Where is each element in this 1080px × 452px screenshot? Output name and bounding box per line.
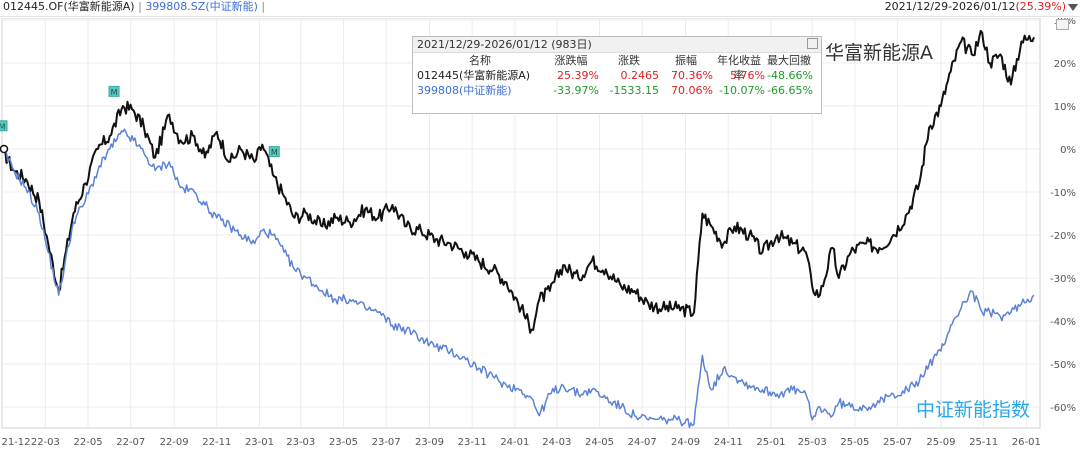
fund-code-label[interactable]: 012445.OF(华富新能源A) <box>3 0 135 13</box>
header-amplitude: 振幅 <box>675 54 697 67</box>
stats-table-title: 2021/12/29-2026/01/12 (983日) <box>413 37 821 53</box>
row-amplitude: 70.36% <box>671 69 713 82</box>
manager-marker <box>268 146 280 158</box>
stats-table: 2021/12/29-2026/01/12 (983日) 名称 涨跌幅 涨跌 振… <box>412 36 822 114</box>
x-tick-label: 22-03 <box>31 437 60 448</box>
index-name-overlay: 中证新能指数 <box>916 399 1031 421</box>
table-row[interactable]: 012445(华富新能源A) 25.39% 0.2465 70.36% 5.76… <box>413 68 821 83</box>
x-tick-label: 24-07 <box>628 437 657 448</box>
manager-marker <box>108 85 120 97</box>
x-tick-label: 25-03 <box>798 437 827 448</box>
row-change-pct: 25.39% <box>557 69 599 82</box>
y-tick-label: -30% <box>1050 274 1076 285</box>
y-tick-label: 0% <box>1060 145 1076 156</box>
window-frame-icon[interactable] <box>1056 19 1069 30</box>
stats-period-label: 2021/12/29-2026/01/12 (983日) <box>417 38 592 51</box>
x-tick-label: 23-11 <box>458 437 487 448</box>
header-change-pct: 涨跌幅 <box>554 54 588 67</box>
row-max-drawdown: -66.65% <box>767 84 813 97</box>
row-name: 012445(华富新能源A) <box>417 69 531 82</box>
x-tick-label: 22-09 <box>160 437 189 448</box>
minimize-icon[interactable] <box>807 38 818 49</box>
manager-marker-label: M <box>271 148 278 157</box>
x-tick-label: 24-05 <box>585 437 614 448</box>
x-tick-label: 25-05 <box>840 437 869 448</box>
row-annualized: -10.07% <box>719 84 765 97</box>
x-tick-label: 25-07 <box>883 437 912 448</box>
x-tick-label: 22-07 <box>116 437 145 448</box>
x-tick-label: 22-05 <box>74 437 103 448</box>
y-tick-label: -10% <box>1050 188 1076 199</box>
header-annualized: 年化收益率 <box>717 54 761 82</box>
x-tick-label: 23-01 <box>245 437 274 448</box>
row-name: 399808(中证新能) <box>417 84 512 97</box>
row-annualized: 5.76% <box>730 69 765 82</box>
fund-name-overlay: 华富新能源A <box>825 42 933 64</box>
x-tick-label: 26-01 <box>1012 437 1041 448</box>
row-change-pct: -33.97% <box>553 84 599 97</box>
start-point <box>0 144 9 154</box>
y-tick-label: -40% <box>1050 317 1076 328</box>
y-tick-label: -50% <box>1050 360 1076 371</box>
row-change: -1533.15 <box>609 84 659 97</box>
y-tick-label: -60% <box>1050 403 1076 414</box>
y-tick-label: -20% <box>1050 231 1076 242</box>
header-max-drawdown: 最大回撤 <box>767 54 811 67</box>
header-change: 涨跌 <box>618 54 640 67</box>
legend-separator-2: | <box>261 0 266 13</box>
table-row[interactable]: 399808(中证新能) -33.97% -1533.15 70.06% -10… <box>413 83 821 98</box>
x-tick-label: 21-12 <box>1 437 30 448</box>
y-tick-label: 20% <box>1054 59 1076 70</box>
date-range-selector[interactable]: 2021/12/29-2026/01/12(25.39%) <box>885 0 1078 14</box>
manager-marker-label: M <box>0 122 6 131</box>
row-change: 0.2465 <box>620 69 660 82</box>
x-tick-label: 23-07 <box>372 437 401 448</box>
x-tick-label: 25-11 <box>969 437 998 448</box>
row-max-drawdown: -48.66% <box>767 69 813 82</box>
x-tick-label: 23-09 <box>415 437 444 448</box>
x-tick-label: 24-11 <box>714 437 743 448</box>
chart-header: 012445.OF(华富新能源A) | 399808.SZ(中证新能) | 20… <box>0 0 1080 17</box>
x-tick-label: 24-09 <box>671 437 700 448</box>
fund-line <box>1 29 1035 334</box>
date-range-label: 2021/12/29-2026/01/12 <box>884 0 1016 13</box>
x-tick-label: 25-09 <box>926 437 955 448</box>
manager-marker-label: M <box>111 88 118 97</box>
index-code-label[interactable]: 399808.SZ(中证新能) <box>145 0 258 13</box>
range-return-label: (25.39%) <box>1015 0 1066 13</box>
x-tick-label: 23-05 <box>329 437 358 448</box>
row-amplitude: 70.06% <box>671 84 713 97</box>
header-name: 名称 <box>469 54 491 67</box>
index-line <box>1 128 1035 429</box>
legend-separator: | <box>138 0 142 13</box>
x-tick-label: 24-01 <box>500 437 529 448</box>
x-tick-label: 24-03 <box>542 437 571 448</box>
x-tick-label: 25-01 <box>756 437 785 448</box>
manager-marker <box>0 120 8 132</box>
x-tick-label: 22-11 <box>202 437 231 448</box>
series-legend: 012445.OF(华富新能源A) | 399808.SZ(中证新能) | <box>3 0 265 14</box>
stats-header-row: 名称 涨跌幅 涨跌 振幅 年化收益率 最大回撤 <box>413 53 821 82</box>
y-tick-label: 10% <box>1054 102 1076 113</box>
x-tick-label: 23-03 <box>286 437 315 448</box>
chevron-down-icon[interactable] <box>1068 3 1078 11</box>
